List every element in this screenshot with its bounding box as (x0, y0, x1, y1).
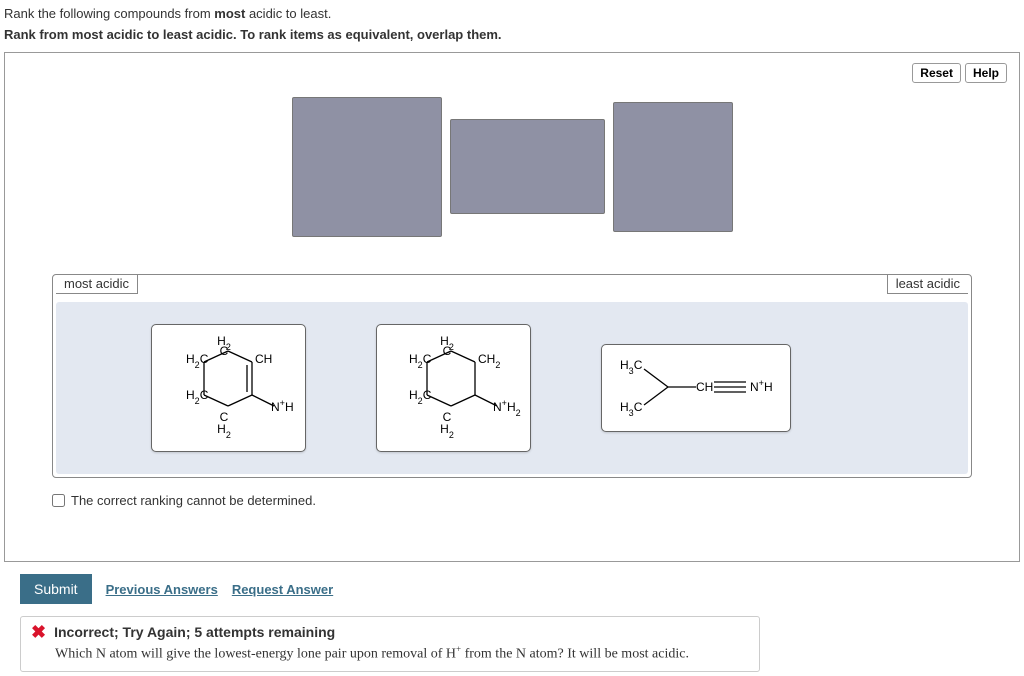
svg-text:H2C: H2C (409, 352, 432, 370)
drop-slot-1[interactable] (292, 97, 442, 237)
compound-source-strip: H2C H2C H2 C C H2 CH N+H (56, 302, 968, 474)
instruction-line-1: Rank the following compounds from most a… (4, 6, 1020, 21)
compound-card-1[interactable]: H2C H2C H2 C C H2 CH N+H (151, 324, 306, 452)
svg-text:H3C: H3C (620, 358, 643, 376)
svg-text:C: C (443, 344, 452, 358)
reset-button[interactable]: Reset (912, 63, 961, 83)
compound-3-structure: H3C H3C CH N+H (606, 349, 786, 427)
help-button[interactable]: Help (965, 63, 1007, 83)
svg-text:H2: H2 (440, 422, 454, 440)
incorrect-icon: ✖ (31, 623, 46, 641)
svg-text:H2C: H2C (409, 388, 432, 406)
svg-text:H3C: H3C (620, 400, 643, 418)
answer-target-row (17, 89, 1007, 244)
ranking-strip-container: most acidic least acidic (52, 274, 972, 478)
svg-text:H2: H2 (217, 422, 231, 440)
svg-text:N+H2: N+H2 (493, 398, 521, 418)
least-acidic-label: least acidic (887, 274, 968, 294)
compound-card-3[interactable]: H3C H3C CH N+H (601, 344, 791, 432)
compound-card-2[interactable]: H2C H2C H2 C C H2 CH2 N+H2 (376, 324, 531, 452)
drop-slot-2[interactable] (450, 119, 605, 214)
ranking-widget: Reset Help most acidic least acidic (4, 52, 1020, 562)
svg-text:H2C: H2C (186, 352, 209, 370)
feedback-hint: Which N atom will give the lowest-energy… (55, 644, 749, 663)
request-answer-link[interactable]: Request Answer (232, 582, 333, 597)
compound-1-structure: H2C H2C H2 C C H2 CH N+H (156, 329, 301, 447)
svg-text:H2C: H2C (186, 388, 209, 406)
drop-slot-3[interactable] (613, 102, 733, 232)
cannot-determine-label: The correct ranking cannot be determined… (71, 493, 316, 508)
compound-2-structure: H2C H2C H2 C C H2 CH2 N+H2 (381, 329, 526, 447)
svg-text:CH: CH (696, 380, 713, 394)
svg-text:N+H: N+H (271, 398, 294, 414)
svg-text:N+H: N+H (750, 378, 773, 394)
feedback-title: Incorrect; Try Again; 5 attempts remaini… (54, 624, 335, 640)
cannot-determine-checkbox[interactable] (52, 494, 65, 507)
feedback-box: ✖ Incorrect; Try Again; 5 attempts remai… (20, 616, 760, 672)
submit-button[interactable]: Submit (20, 574, 92, 604)
svg-text:CH2: CH2 (478, 352, 500, 370)
svg-text:C: C (220, 344, 229, 358)
instruction-line-2: Rank from most acidic to least acidic. T… (4, 27, 1020, 42)
most-acidic-label: most acidic (56, 274, 138, 294)
previous-answers-link[interactable]: Previous Answers (106, 582, 218, 597)
svg-text:CH: CH (255, 352, 272, 366)
